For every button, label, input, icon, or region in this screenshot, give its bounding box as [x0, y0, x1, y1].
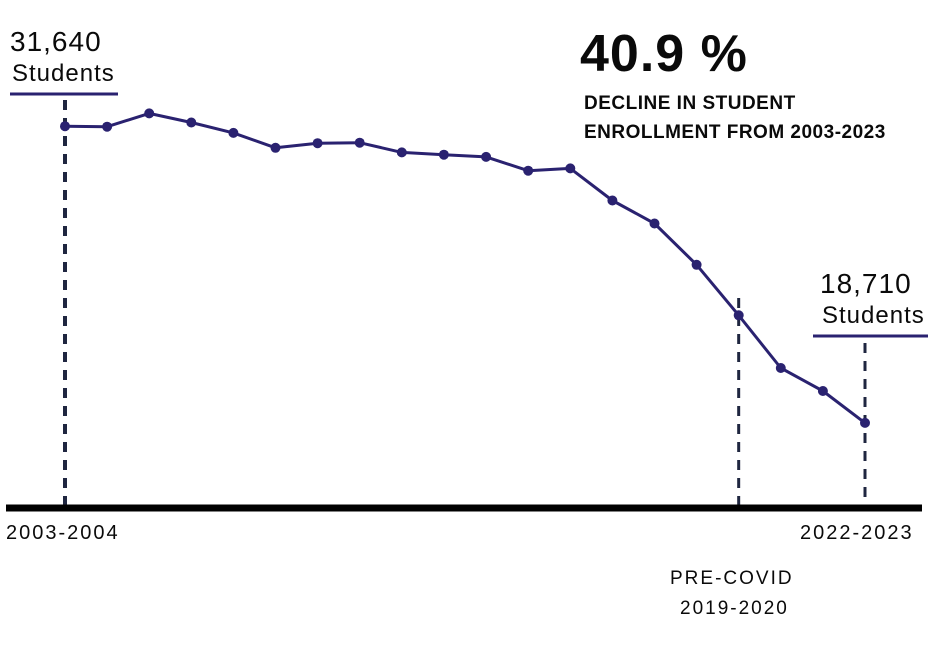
data-point [60, 121, 70, 131]
data-point [102, 122, 112, 132]
chart-stage: 40.9 % DECLINE IN STUDENT ENROLLMENT FRO… [0, 0, 940, 658]
data-point [818, 386, 828, 396]
data-point [776, 363, 786, 373]
x-label-end: 2022-2023 [800, 522, 914, 545]
series-line [65, 113, 865, 423]
data-point [144, 108, 154, 118]
x-label-precovid-2: 2019-2020 [680, 598, 789, 620]
data-point [355, 138, 365, 148]
data-point [397, 147, 407, 157]
data-point [439, 150, 449, 160]
data-point [228, 128, 238, 138]
data-point [313, 138, 323, 148]
data-point [650, 219, 660, 229]
x-label-start: 2003-2004 [6, 522, 120, 545]
data-point [481, 152, 491, 162]
data-point [523, 166, 533, 176]
data-point [692, 260, 702, 270]
line-chart-svg [0, 0, 940, 658]
data-point [607, 196, 617, 206]
data-point [565, 163, 575, 173]
data-point [860, 418, 870, 428]
x-label-precovid-1: PRE-COVID [670, 568, 794, 590]
data-point [271, 143, 281, 153]
data-point [186, 118, 196, 128]
data-point [734, 310, 744, 320]
